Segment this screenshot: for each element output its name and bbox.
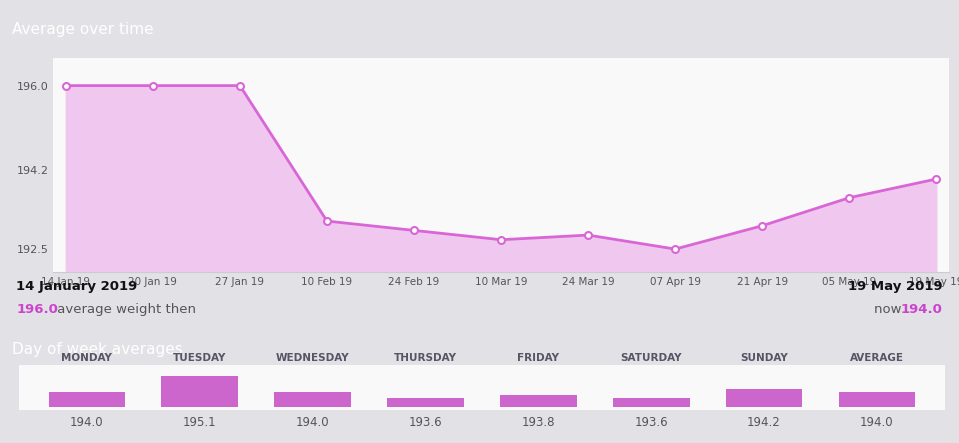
Bar: [387, 398, 464, 407]
Text: now: now: [874, 303, 905, 316]
Bar: [274, 392, 351, 407]
Bar: [613, 398, 690, 407]
Text: 193.6: 193.6: [634, 416, 668, 429]
Text: AVERAGE: AVERAGE: [850, 353, 904, 362]
Text: SATURDAY: SATURDAY: [620, 353, 682, 362]
Bar: [838, 392, 915, 407]
Text: TUESDAY: TUESDAY: [173, 353, 226, 362]
Text: 196.0: 196.0: [16, 303, 58, 316]
Text: Day of week averages: Day of week averages: [12, 342, 182, 357]
Text: MONDAY: MONDAY: [61, 353, 112, 362]
Text: 19 May 2019: 19 May 2019: [848, 280, 943, 293]
Text: Average over time: Average over time: [12, 22, 153, 37]
Text: WEDNESDAY: WEDNESDAY: [276, 353, 349, 362]
Text: average weight then: average weight then: [54, 303, 197, 316]
Text: 194.0: 194.0: [295, 416, 330, 429]
Text: 193.6: 193.6: [409, 416, 442, 429]
Text: 195.1: 195.1: [183, 416, 217, 429]
Bar: [500, 395, 576, 407]
Text: 194.0: 194.0: [70, 416, 104, 429]
Text: 193.8: 193.8: [522, 416, 555, 429]
Bar: [726, 389, 803, 407]
Bar: [49, 392, 126, 407]
Text: 14 January 2019: 14 January 2019: [16, 280, 137, 293]
Text: SUNDAY: SUNDAY: [740, 353, 788, 362]
Text: 194.0: 194.0: [860, 416, 894, 429]
Text: FRIDAY: FRIDAY: [517, 353, 559, 362]
Text: 194.0: 194.0: [901, 303, 943, 316]
Bar: [161, 376, 238, 407]
Text: 194.2: 194.2: [747, 416, 781, 429]
Text: THURSDAY: THURSDAY: [394, 353, 457, 362]
